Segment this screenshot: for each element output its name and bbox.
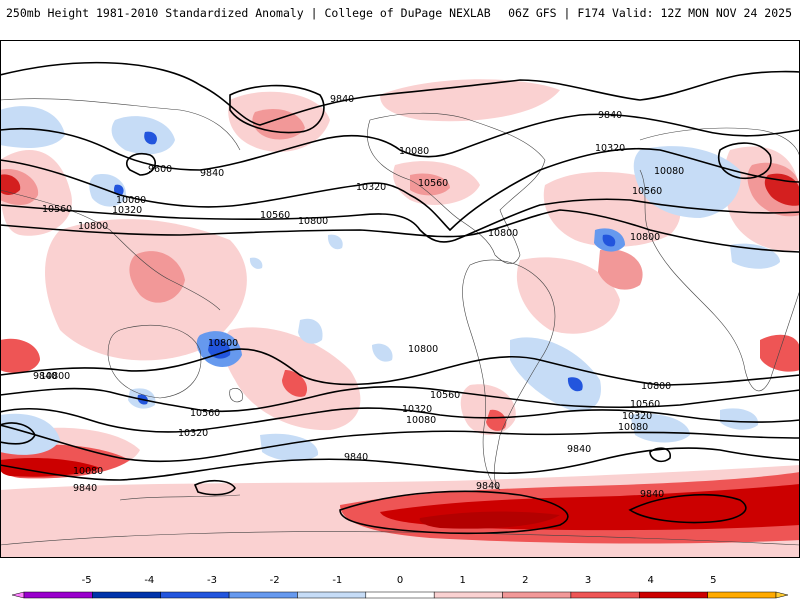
contour-label: 10080 bbox=[399, 146, 429, 157]
model-run-valid-time: 06Z GFS | F174 Valid: 12Z MON NOV 24 202… bbox=[508, 6, 792, 20]
contour-label: 10320 bbox=[356, 182, 386, 193]
contour-label: 10560 bbox=[630, 399, 660, 410]
contour-label: 10080 bbox=[406, 415, 436, 426]
contour-label: 10560 bbox=[632, 186, 662, 197]
contour-9840-antarctic-low bbox=[339, 490, 569, 535]
contour-label: 10080 bbox=[116, 195, 146, 206]
positive-anomaly-shading bbox=[0, 79, 800, 558]
contour-label: 10800 bbox=[208, 338, 238, 349]
contour-label: 10080 bbox=[654, 166, 684, 177]
contour-9840-south bbox=[0, 447, 800, 481]
contour-10800-north bbox=[0, 209, 800, 253]
colorbar-right-triangle bbox=[775, 591, 789, 599]
colorbar-ticks: -5 -4 -3 -2 -1 0 1 2 3 4 5 bbox=[82, 575, 717, 586]
colorbar-segments bbox=[11, 591, 789, 599]
contour-label: 10320 bbox=[622, 411, 652, 422]
contour-label: 9840 bbox=[598, 110, 622, 121]
contour-label: 10560 bbox=[42, 204, 72, 215]
contour-9600-low bbox=[126, 152, 156, 176]
contour-label: 10080 bbox=[618, 422, 648, 433]
colorbar-tick-label: 2 bbox=[522, 575, 528, 586]
contour-label: 10800 bbox=[298, 216, 328, 227]
colorbar-segment bbox=[297, 591, 367, 599]
colorbar-segment bbox=[228, 591, 298, 599]
contour-label: 10800 bbox=[40, 371, 70, 382]
contour-label: 10800 bbox=[630, 232, 660, 243]
contour-label: 10560 bbox=[430, 390, 460, 401]
colorbar-tick-label: 1 bbox=[459, 575, 465, 586]
new-zealand-outline bbox=[229, 388, 243, 403]
eurasia-africa-outline bbox=[639, 127, 800, 392]
colorbar-segment bbox=[92, 591, 161, 599]
contour-10080-europe bbox=[718, 142, 772, 180]
colorbar-tick-label: -1 bbox=[332, 575, 342, 586]
contour-label: 9840 bbox=[73, 483, 97, 494]
contour-label: 9840 bbox=[344, 452, 368, 463]
australia-outline bbox=[107, 324, 202, 399]
contour-10080-south bbox=[0, 424, 800, 463]
contour-9840-north bbox=[0, 61, 800, 126]
colorbar-tick-label: 3 bbox=[585, 575, 591, 586]
colorbar-tick-label: -3 bbox=[207, 575, 217, 586]
contour-low-west-south bbox=[0, 422, 36, 445]
contour-label: 10320 bbox=[178, 428, 208, 439]
negative-anomaly-shading bbox=[0, 106, 780, 462]
colorbar-segment bbox=[570, 591, 640, 599]
colorbar-segment bbox=[433, 591, 503, 599]
contour-label: 9600 bbox=[148, 164, 172, 175]
colorbar-tick-label: -2 bbox=[270, 575, 280, 586]
contour-label: 10080 bbox=[73, 466, 103, 477]
colorbar-segment bbox=[365, 591, 435, 599]
colorbar-segment bbox=[502, 591, 572, 599]
colorbar-segment bbox=[639, 591, 708, 599]
antarctica-outline bbox=[0, 531, 800, 546]
contour-label: 9840 bbox=[640, 489, 664, 500]
contour-label: 9840 bbox=[567, 444, 591, 455]
contour-9840-alaska-low bbox=[229, 84, 325, 134]
colorbar-segment bbox=[23, 591, 93, 599]
colorbar-segment bbox=[707, 591, 777, 599]
colorbar-tick-label: 0 bbox=[397, 575, 403, 586]
contour-10080-small-low bbox=[649, 447, 671, 463]
contour-10560-south bbox=[0, 385, 800, 413]
contour-10560-north bbox=[0, 198, 800, 243]
contour-label: 9840 bbox=[33, 371, 57, 382]
contour-label: 9840 bbox=[476, 481, 500, 492]
contour-label: 10560 bbox=[190, 408, 220, 419]
south-america-outline bbox=[462, 259, 556, 491]
colorbar-tick-label: 4 bbox=[647, 575, 653, 586]
contour-label: 10800 bbox=[408, 344, 438, 355]
colorbar-tick-label: 5 bbox=[710, 575, 716, 586]
colorbar-segment bbox=[160, 591, 230, 599]
colorbar-left-triangle bbox=[11, 591, 25, 599]
colorbar-tick-label: -5 bbox=[82, 575, 92, 586]
map-title: 250mb Height 1981-2010 Standardized Anom… bbox=[6, 6, 491, 20]
antarctic-coast-outline bbox=[119, 494, 241, 501]
colorbar-tick-label: -4 bbox=[144, 575, 154, 586]
contour-9840-antarctic-low-2 bbox=[628, 494, 747, 524]
anomaly-map: 9840 9840 9600 9840 10080 10320 10560 10… bbox=[0, 40, 800, 558]
contour-9600-small-low bbox=[193, 479, 236, 496]
contour-10800-south bbox=[0, 348, 800, 386]
contour-label: 10800 bbox=[78, 221, 108, 232]
contour-label: 10560 bbox=[260, 210, 290, 221]
north-america-outline bbox=[367, 112, 546, 264]
contour-10320-south bbox=[0, 407, 800, 433]
contour-label: 10320 bbox=[112, 205, 142, 216]
contour-label-group: 9840 9840 9600 9840 10080 10320 10560 10… bbox=[33, 94, 684, 500]
colorbar: -5 -4 -3 -2 -1 0 1 2 3 4 5 bbox=[11, 575, 789, 599]
contour-10320-north bbox=[0, 147, 800, 232]
contour-label: 10320 bbox=[402, 404, 432, 415]
contour-10080-north bbox=[0, 113, 800, 171]
contour-label: 10560 bbox=[418, 178, 448, 189]
contour-label: 9840 bbox=[330, 94, 354, 105]
contour-label: 10320 bbox=[595, 143, 625, 154]
contour-label: 10800 bbox=[641, 381, 671, 392]
contour-label: 9840 bbox=[200, 168, 224, 179]
contour-label: 10800 bbox=[488, 228, 518, 239]
height-contours bbox=[0, 61, 800, 535]
